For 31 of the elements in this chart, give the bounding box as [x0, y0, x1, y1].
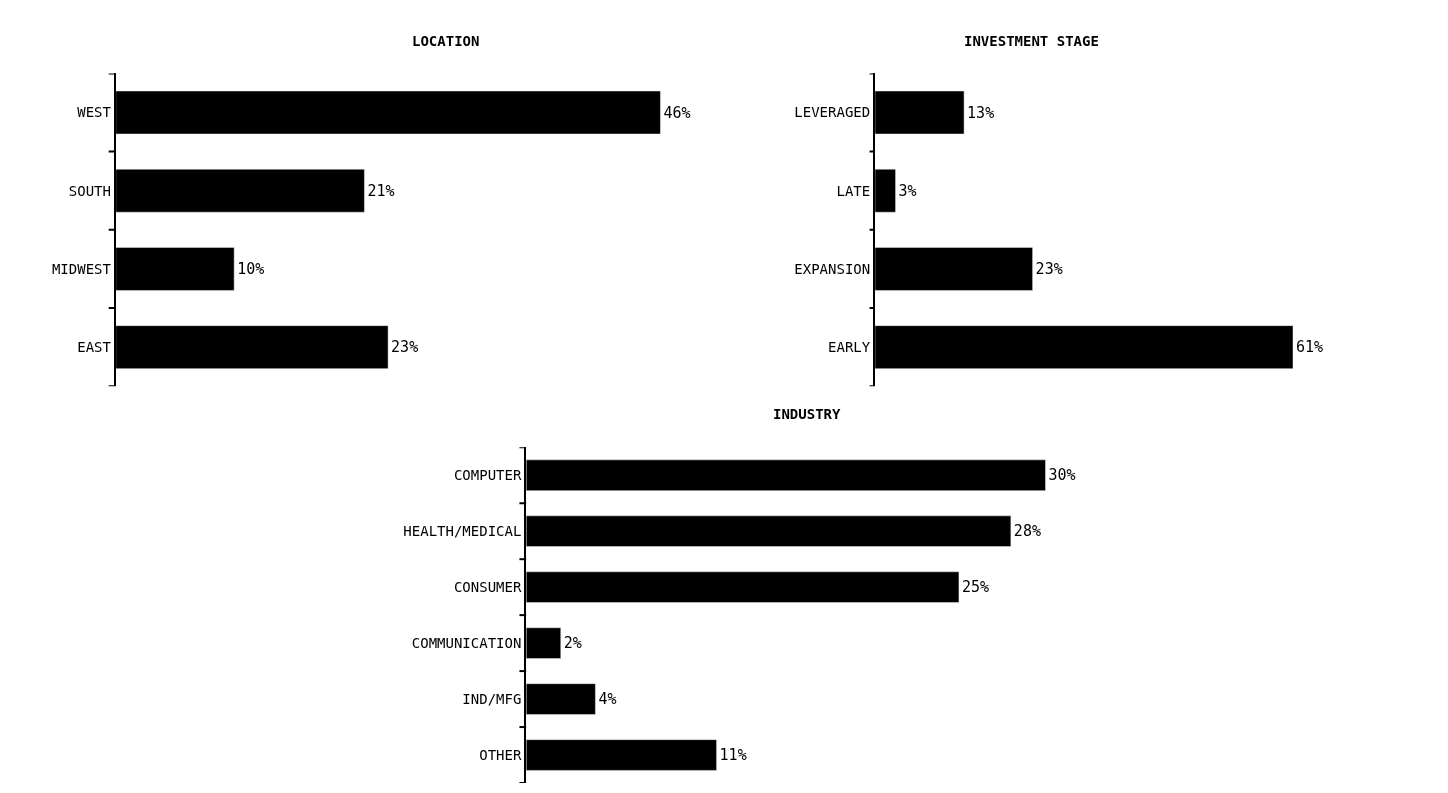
- data-label: 23%: [391, 338, 419, 357]
- y-tick-label: WEST: [77, 104, 112, 121]
- y-tick-label: CONSUMER: [453, 579, 522, 596]
- chart-title: LOCATION: [412, 33, 480, 49]
- data-label: 11%: [719, 746, 747, 765]
- data-label: 13%: [967, 103, 995, 122]
- y-tick-label: LATE: [836, 182, 871, 199]
- y-tick-label: MIDWEST: [51, 260, 112, 277]
- y-tick-label: LEVERAGED: [794, 104, 871, 121]
- data-label: 3%: [898, 181, 917, 200]
- data-label: 21%: [367, 181, 395, 200]
- y-tick-label: COMPUTER: [453, 467, 522, 484]
- data-label: 61%: [1296, 338, 1324, 357]
- y-tick-label: IND/MFG: [462, 690, 522, 707]
- data-label: 46%: [663, 103, 691, 122]
- data-label: 2%: [563, 634, 582, 653]
- data-label: 25%: [961, 578, 990, 597]
- y-tick-label: SOUTH: [68, 182, 111, 199]
- y-tick-label: COMMUNICATION: [411, 635, 522, 652]
- data-label: 23%: [1035, 259, 1063, 278]
- chart-title: INVESTMENT STAGE: [964, 33, 1099, 49]
- data-label: 4%: [598, 690, 617, 709]
- chart-title: INDUSTRY: [773, 406, 841, 422]
- data-label: 30%: [1048, 466, 1076, 485]
- y-tick-label: EAST: [77, 339, 112, 356]
- y-tick-label: EXPANSION: [794, 260, 871, 277]
- y-tick-label: EARLY: [828, 339, 871, 356]
- y-tick-label: OTHER: [479, 746, 522, 763]
- data-label: 28%: [1013, 522, 1041, 541]
- data-label: 10%: [237, 259, 265, 278]
- y-tick-label: HEALTH/MEDICAL: [403, 523, 522, 540]
